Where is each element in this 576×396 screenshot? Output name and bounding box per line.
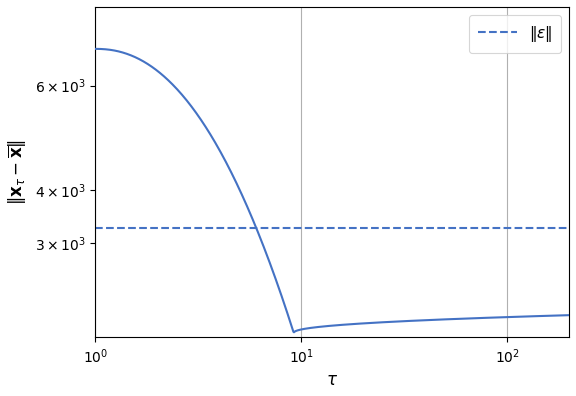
- X-axis label: $\tau$: $\tau$: [326, 371, 338, 389]
- Legend: $\|\epsilon\|$: $\|\epsilon\|$: [469, 15, 562, 53]
- $\|\epsilon\|$: [92, 226, 99, 230]
- Y-axis label: $\|\mathbf{x}_\tau - \overline{\mathbf{x}}\|$: $\|\mathbf{x}_\tau - \overline{\mathbf{x…: [7, 139, 29, 205]
